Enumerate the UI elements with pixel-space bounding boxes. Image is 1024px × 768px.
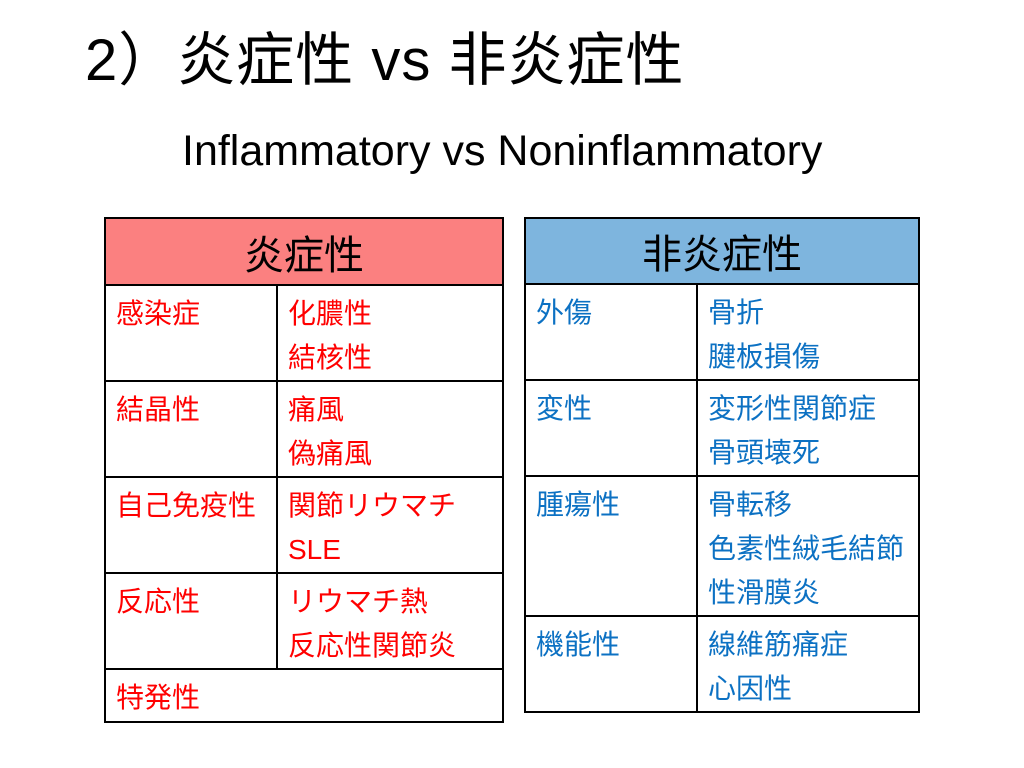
examples-cell: 変形性関節症 骨頭壊死 <box>696 379 920 477</box>
table-header-row: 炎症性 <box>104 217 504 286</box>
example-line: 色素性絨毛結節性滑膜炎 <box>708 533 905 608</box>
example-line: 骨頭壊死 <box>708 437 821 468</box>
example-line: 心因性 <box>708 673 793 704</box>
table-row: 外傷 骨折 腱板損傷 <box>524 283 920 381</box>
table-header-row: 非炎症性 <box>524 217 920 285</box>
noninflammatory-table-header: 非炎症性 <box>524 217 920 285</box>
table-row: 自己免疫性 関節リウマチ SLE <box>104 476 504 574</box>
example-line: 骨転移 <box>708 489 793 520</box>
example-line: 関節リウマチ <box>288 490 457 521</box>
category-cell: 機能性 <box>524 615 698 713</box>
table-row: 反応性 リウマチ熱 反応性関節炎 <box>104 572 504 670</box>
category-cell: 感染症 <box>104 284 278 382</box>
example-line: 化膿性 <box>288 298 373 329</box>
inflammatory-table: 炎症性 感染症 化膿性 結核性 結晶性 痛風 偽痛風 自己免疫性 <box>104 217 504 723</box>
page-subtitle: Inflammatory vs Noninflammatory <box>182 127 823 175</box>
examples-cell: 線維筋痛症 心因性 <box>696 615 920 713</box>
page-title: 2）炎症性 vs 非炎症性 <box>85 28 685 93</box>
example-line: 偽痛風 <box>288 438 373 469</box>
example-line: 骨折 <box>708 297 765 328</box>
examples-cell: 関節リウマチ SLE <box>276 476 504 574</box>
category-cell: 反応性 <box>104 572 278 670</box>
table-row: 結晶性 痛風 偽痛風 <box>104 380 504 478</box>
examples-cell: 痛風 偽痛風 <box>276 380 504 478</box>
table-row: 変性 変形性関節症 骨頭壊死 <box>524 379 920 477</box>
category-cell: 変性 <box>524 379 698 477</box>
example-line: 痛風 <box>288 394 345 425</box>
category-cell: 自己免疫性 <box>104 476 278 574</box>
example-line: 変形性関節症 <box>708 393 877 424</box>
category-cell: 外傷 <box>524 283 698 381</box>
examples-cell: 骨折 腱板損傷 <box>696 283 920 381</box>
example-line: 結核性 <box>288 342 373 373</box>
examples-cell: リウマチ熱 反応性関節炎 <box>276 572 504 670</box>
table-row: 機能性 線維筋痛症 心因性 <box>524 615 920 713</box>
example-line: 反応性関節炎 <box>288 630 457 661</box>
table-row: 感染症 化膿性 結核性 <box>104 284 504 382</box>
inflammatory-table-header: 炎症性 <box>104 217 504 286</box>
example-line: SLE <box>288 534 341 565</box>
category-cell: 結晶性 <box>104 380 278 478</box>
examples-cell: 化膿性 結核性 <box>276 284 504 382</box>
category-cell: 特発性 <box>104 668 504 723</box>
category-cell: 腫瘍性 <box>524 475 698 617</box>
table-row: 腫瘍性 骨転移 色素性絨毛結節性滑膜炎 <box>524 475 920 617</box>
noninflammatory-table: 非炎症性 外傷 骨折 腱板損傷 変性 変形性関節症 骨頭壊死 腫瘍性 <box>524 217 920 713</box>
example-line: 線維筋痛症 <box>708 629 849 660</box>
example-line: 腱板損傷 <box>708 341 821 372</box>
example-line: リウマチ熱 <box>288 586 429 617</box>
examples-cell: 骨転移 色素性絨毛結節性滑膜炎 <box>696 475 920 617</box>
table-row: 特発性 <box>104 668 504 723</box>
